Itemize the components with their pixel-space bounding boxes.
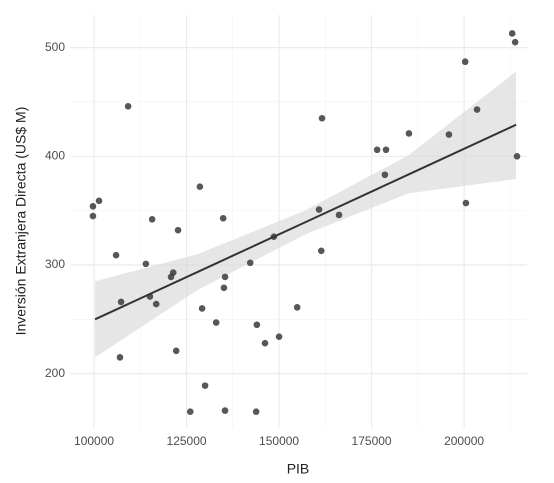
- point: [174, 226, 182, 234]
- point: [95, 197, 103, 205]
- point: [335, 211, 343, 219]
- point: [89, 212, 97, 220]
- point: [473, 106, 481, 113]
- point: [246, 259, 254, 267]
- point: [117, 298, 125, 306]
- y-tick-label: 500: [45, 40, 65, 54]
- point: [405, 130, 413, 137]
- point: [253, 321, 261, 329]
- point: [124, 102, 132, 110]
- point: [511, 38, 519, 46]
- point: [317, 247, 325, 255]
- point: [198, 305, 206, 312]
- point: [201, 382, 209, 389]
- point: [462, 199, 470, 207]
- point: [112, 251, 120, 259]
- point: [513, 152, 521, 160]
- point: [508, 30, 516, 37]
- x-tick-label: 100000: [74, 434, 114, 448]
- point: [252, 408, 260, 415]
- y-tick-label: 200: [45, 366, 65, 380]
- point: [261, 339, 269, 347]
- point: [172, 347, 180, 355]
- point: [219, 214, 227, 222]
- point: [152, 300, 160, 308]
- point: [186, 408, 194, 415]
- point: [461, 58, 469, 66]
- point: [445, 131, 453, 138]
- point: [89, 202, 97, 210]
- point: [148, 216, 156, 223]
- point: [221, 273, 229, 281]
- point: [275, 333, 283, 341]
- point: [142, 260, 150, 268]
- y-axis-title: Inversión Extranjera Directa (US$ M): [13, 107, 29, 336]
- point: [169, 269, 177, 276]
- y-tick-label: 400: [45, 148, 65, 162]
- x-axis-title: PIB: [287, 461, 310, 477]
- point: [220, 284, 228, 292]
- point: [221, 407, 229, 414]
- fit-line: [94, 123, 517, 321]
- x-tick-label: 200000: [444, 434, 484, 448]
- point: [116, 354, 124, 361]
- point: [196, 183, 204, 191]
- point: [293, 304, 301, 311]
- point: [373, 146, 381, 154]
- point: [382, 146, 390, 154]
- confidence-band: [95, 71, 517, 358]
- point: [318, 114, 326, 122]
- x-tick-label: 150000: [259, 434, 299, 448]
- point: [315, 206, 323, 213]
- x-tick-label: 125000: [167, 434, 207, 448]
- point: [212, 319, 220, 326]
- y-tick-label: 300: [45, 257, 65, 271]
- point: [381, 171, 389, 179]
- x-tick-label: 175000: [352, 434, 392, 448]
